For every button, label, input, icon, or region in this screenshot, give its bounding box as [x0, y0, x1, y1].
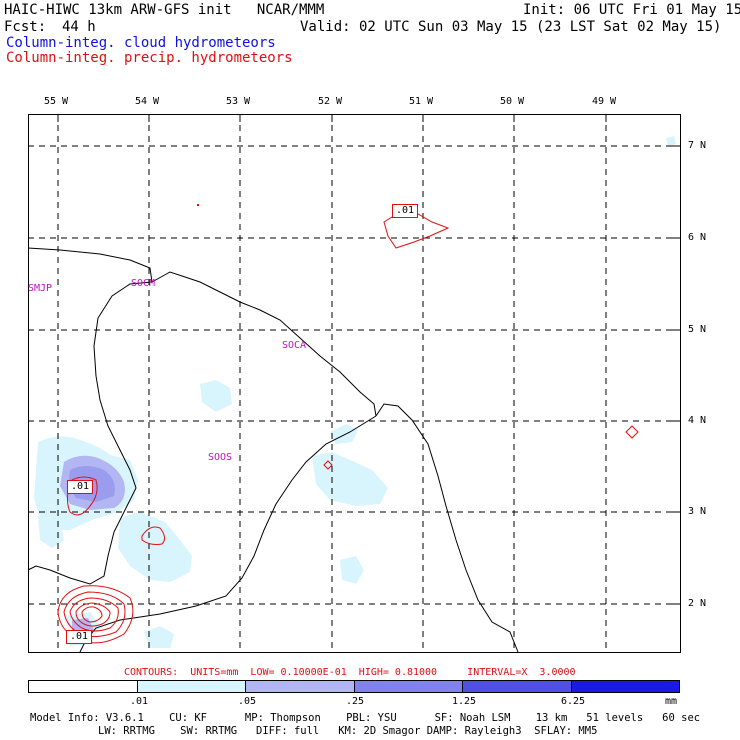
contours-info: CONTOURS: UNITS=mm LOW= 0.10000E-01 HIGH… — [124, 667, 576, 678]
lat-label: 4 N — [688, 415, 707, 426]
lon-label: 55 W — [44, 96, 69, 107]
forecast-hours: 44 h — [62, 19, 96, 35]
model-info-line1: Model Info: V3.6.1 CU: KF MP: Thompson P… — [30, 712, 701, 724]
lat-lon-grid — [28, 114, 680, 652]
legend-cloud-hydrometeors: Column-integ. cloud hydrometeors — [6, 35, 276, 51]
contour-label: .01 — [392, 204, 419, 218]
lat-label: 2 N — [688, 598, 707, 609]
colorbar-swatch — [571, 681, 679, 692]
colorbar-swatch — [246, 681, 355, 692]
axis-ticks — [57, 114, 680, 605]
colorbar-unit: mm — [665, 696, 678, 707]
lon-label: 52 W — [318, 96, 343, 107]
lon-label: 51 W — [409, 96, 434, 107]
lon-label: 53 W — [226, 96, 251, 107]
colorbar-tick: .25 — [346, 696, 365, 707]
valid-time: Valid: 02 UTC Sun 03 May 15 (23 LST Sat … — [300, 19, 722, 35]
colorbar-swatch — [29, 681, 138, 692]
colorbar-swatch — [354, 681, 463, 692]
plot-title: HAIC-HIWC 13km ARW-GFS init NCAR/MMM — [4, 2, 325, 18]
colorbar-tick: 1.25 — [452, 696, 477, 707]
map-frame — [28, 114, 681, 653]
coastlines — [27, 247, 519, 653]
lat-label: 3 N — [688, 506, 707, 517]
colorbar — [28, 680, 680, 693]
model-info-line2: LW: RRTMG SW: RRTMG DIFF: full KM: 2D Sm… — [98, 725, 598, 737]
contour-label: .01 — [66, 630, 93, 644]
forecast-label: Fcst: — [4, 19, 47, 35]
legend-precip-hydrometeors: Column-integ. precip. hydrometeors — [6, 50, 293, 66]
precip-dot — [197, 204, 199, 206]
contour-label: .01 — [67, 480, 94, 494]
lat-label: 7 N — [688, 140, 707, 151]
lat-label: 5 N — [688, 324, 707, 335]
colorbar-swatch — [137, 681, 246, 692]
colorbar-tick: .05 — [238, 696, 257, 707]
lon-label: 50 W — [500, 96, 525, 107]
station-label: SOCA — [282, 340, 307, 351]
cloud-shading — [34, 136, 676, 648]
lon-label: 54 W — [135, 96, 160, 107]
lat-label: 6 N — [688, 232, 707, 243]
station-label: SOOS — [208, 452, 233, 463]
colorbar-tick: .01 — [130, 696, 149, 707]
station-label: SOCM — [131, 278, 156, 289]
colorbar-tick: 6.25 — [561, 696, 586, 707]
init-time: Init: 06 UTC Fri 01 May 15 — [523, 2, 740, 18]
colorbar-swatch — [463, 681, 572, 692]
lon-label: 49 W — [592, 96, 617, 107]
station-label: SMJP — [28, 283, 53, 294]
